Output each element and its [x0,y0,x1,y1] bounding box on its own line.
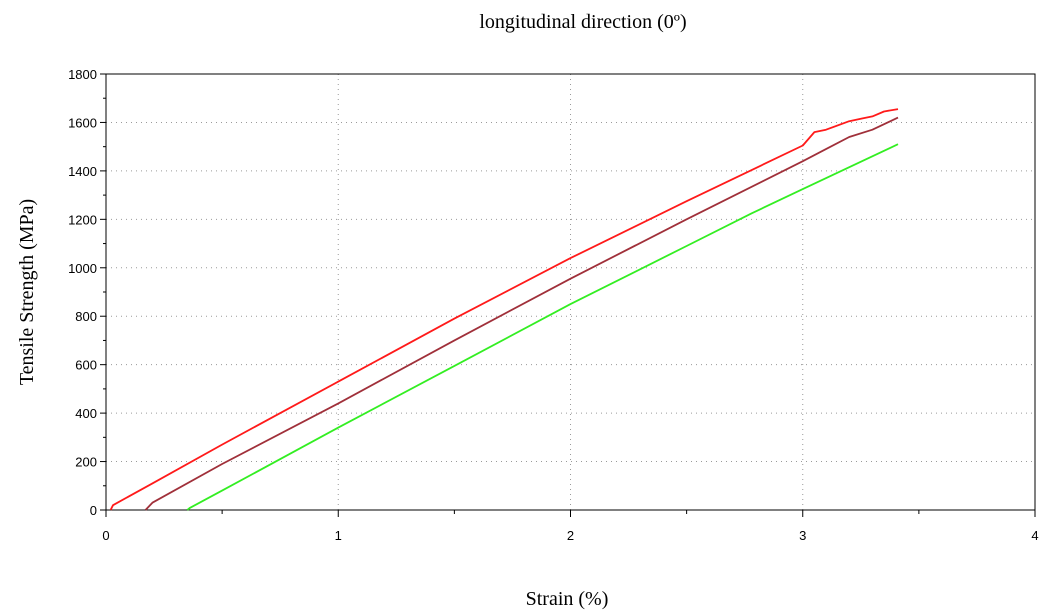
y-axis-label: Tensile Strength (MPa) [16,199,38,385]
y-tick-label: 1800 [68,67,97,82]
series-lines [109,108,899,511]
x-tick-label: 3 [799,528,806,543]
grid-lines [106,74,1035,510]
y-tick-label: 1600 [68,115,97,130]
axis-ticks: 0 1 2 3 4 0 200 400 600 800 1000 1200 1400 1600 1800 [68,67,1039,543]
x-tick-label: 2 [567,528,574,543]
y-tick-label: 200 [75,455,97,470]
x-tick-label: 4 [1031,528,1038,543]
y-tick-label: 1400 [68,164,97,179]
series-line-2 [144,116,899,511]
y-tick-label: 1200 [68,212,97,227]
y-tick-label: 800 [75,309,97,324]
x-axis-label: Strain (%) [526,588,609,610]
y-tick-label: 600 [75,358,97,373]
series-line-3 [186,143,899,511]
series-line-1 [109,108,899,511]
chart-title: longitudinal direction (0º) [479,11,686,33]
x-tick-label: 1 [335,528,342,543]
y-tick-label: 400 [75,406,97,421]
y-tick-label: 0 [90,503,97,518]
x-tick-label: 0 [102,528,109,543]
y-tick-label: 1000 [68,261,97,276]
